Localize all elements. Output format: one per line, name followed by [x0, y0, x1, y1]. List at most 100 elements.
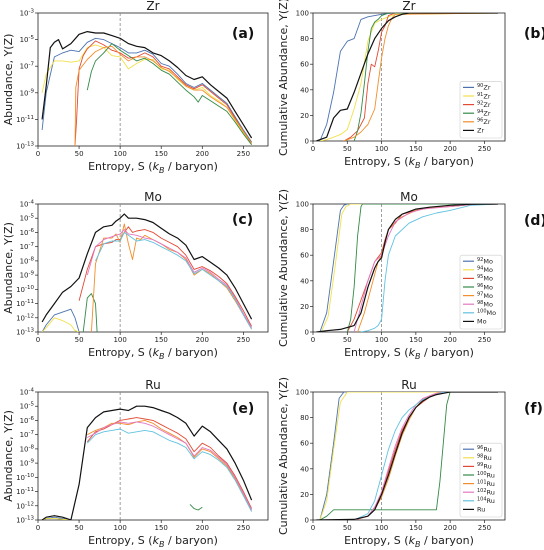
legend-label: Ru: [477, 506, 485, 514]
y-axis-label: Abundance, Y(Z): [2, 410, 15, 502]
y-tick-label: 100: [296, 10, 309, 18]
x-tick-label: 200: [196, 150, 209, 158]
legend-label: 98Mo: [477, 300, 493, 309]
y-tick-label: 10-6: [20, 416, 35, 425]
x-axis-label: Entropy, S (kB / baryon): [344, 155, 474, 170]
x-tick-label: 0: [36, 524, 40, 532]
y-axis-label: Abundance, Y(Z): [2, 34, 15, 126]
x-tick-label: 150: [409, 524, 422, 532]
legend-label: 101Ru: [477, 479, 495, 488]
panel-letter: (f): [524, 401, 543, 417]
x-tick-label: 100: [113, 150, 126, 158]
x-tick-label: 250: [478, 336, 491, 344]
panel-title: Zr: [402, 0, 415, 13]
x-tick-label: 0: [36, 150, 40, 158]
y-tick-label: 10-5: [20, 35, 35, 44]
series-line-96Mo: [82, 293, 98, 332]
series-group: [316, 204, 499, 332]
legend-label: 104Ru: [477, 497, 495, 506]
y-tick-label: 80: [300, 226, 309, 234]
x-tick-label: 100: [375, 336, 388, 344]
legend-label: 100Mo: [477, 309, 496, 318]
legend-label: Mo: [477, 318, 487, 326]
x-tick-label: 250: [478, 524, 491, 532]
x-tick-label: 0: [311, 524, 315, 532]
legend-label: 96Ru: [477, 445, 492, 454]
series-line-104Ru: [86, 428, 252, 512]
panel-letter: (d): [524, 213, 544, 229]
x-tick-label: 100: [113, 524, 126, 532]
x-tick-label: 200: [443, 524, 456, 532]
y-axis-label: Cumulative Abundance, Y(Z): [277, 377, 290, 535]
y-tick-label: 20: [300, 112, 309, 120]
series-line-96Zr: [343, 13, 499, 141]
panel-title: Mo: [400, 190, 418, 204]
series-group: [41, 213, 253, 332]
y-tick-label: 40: [300, 86, 309, 94]
y-tick-label: 40: [300, 277, 309, 285]
y-tick-label: 10-7: [20, 430, 35, 439]
x-tick-label: 250: [237, 524, 250, 532]
x-tick-label: 250: [237, 150, 250, 158]
series-line-100Ru: [319, 392, 499, 520]
panel-title: Mo: [144, 190, 162, 204]
x-tick-label: 200: [196, 336, 209, 344]
legend-label: 96Mo: [477, 283, 493, 292]
series-line-98Mo: [353, 204, 499, 332]
y-tick-label: 10-10: [16, 473, 34, 482]
y-tick-label: 0: [305, 329, 309, 337]
x-tick-label: 50: [343, 524, 352, 532]
x-axis-label: Entropy, S (kB / baryon): [88, 534, 218, 549]
x-tick-label: 150: [409, 145, 422, 153]
x-axis-label: Entropy, S (kB / baryon): [344, 346, 474, 361]
y-tick-label: 10-11: [16, 487, 34, 496]
legend-label: 92Zr: [477, 100, 491, 109]
y-tick-label: 10-3: [20, 9, 35, 18]
series-group: [316, 392, 499, 520]
series-line-98Mo: [86, 229, 252, 328]
series-line-Mo: [316, 204, 499, 332]
x-tick-label: 250: [478, 145, 491, 153]
x-tick-label: 0: [311, 336, 315, 344]
legend-box: [459, 442, 503, 518]
x-tick-label: 200: [196, 524, 209, 532]
legend-box: [459, 254, 503, 330]
y-tick-label: 10-9: [20, 459, 35, 468]
panel-e: 0 50 100 150 200 250 10-13 10-12 10-11 10-10 10-9 1…: [2, 378, 269, 549]
x-tick-label: 100: [375, 524, 388, 532]
x-tick-label: 50: [75, 524, 84, 532]
plot-area: [37, 203, 269, 333]
x-tick-label: 100: [113, 336, 126, 344]
x-tick-label: 150: [155, 336, 168, 344]
y-axis-label: Abundance, Y(Z): [2, 222, 15, 314]
y-tick-label: 10-9: [20, 271, 35, 280]
y-tick-label: 60: [300, 252, 309, 260]
series-line-96Zr: [74, 45, 252, 146]
series-line-Ru: [316, 392, 499, 520]
panel-a: 0 50 100 150 200 250 10-13 10-11 10-9 10-7 10-5 10-…: [2, 0, 269, 175]
y-tick-label: 100: [296, 389, 309, 397]
series-line-Zr: [41, 31, 253, 139]
x-axis-label: Entropy, S (kB / baryon): [344, 534, 474, 549]
series-group: [316, 13, 499, 141]
y-tick-label: 10-11: [16, 115, 34, 124]
series-line-102Ru: [353, 392, 499, 520]
series-line-98Ru: [41, 518, 70, 520]
y-tick-label: 10-8: [20, 256, 35, 265]
series-line-100Mo: [360, 204, 499, 332]
y-tick-label: 10-13: [16, 142, 34, 151]
panel-title: Ru: [401, 378, 416, 392]
y-axis-label: Cumulative Abundance, Y(Z): [277, 0, 290, 156]
legend-label: 94Zr: [477, 109, 491, 118]
series-line-96Ru: [319, 392, 499, 520]
series-line-102Ru: [87, 421, 253, 511]
legend-label: 100Ru: [477, 471, 495, 480]
y-axis-label: Cumulative Abundance, Y(Z): [277, 189, 290, 347]
x-tick-label: 50: [343, 336, 352, 344]
x-tick-label: 100: [375, 145, 388, 153]
y-tick-label: 100: [296, 201, 309, 209]
x-tick-label: 50: [343, 145, 352, 153]
